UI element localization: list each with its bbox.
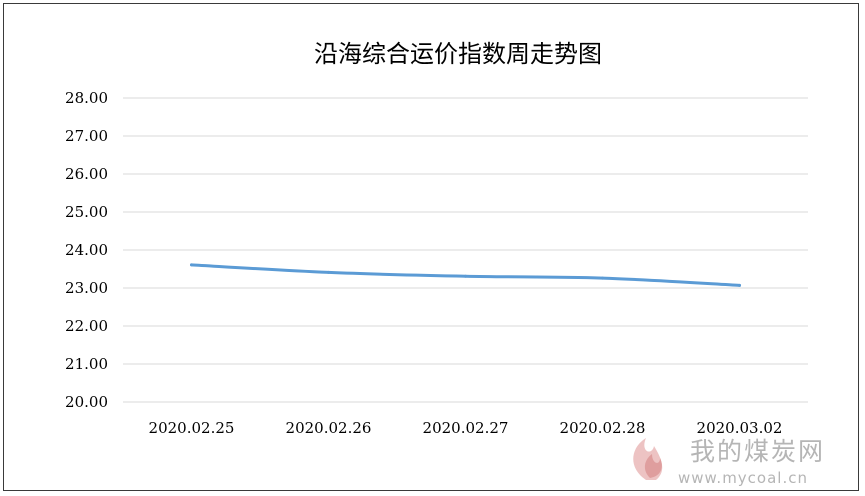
data-point <box>738 283 741 287</box>
y-tick-label: 24.00 <box>65 241 108 259</box>
series-group <box>190 263 741 287</box>
x-tick-label: 2020.02.27 <box>423 419 509 437</box>
y-tick-label: 22.00 <box>65 317 108 335</box>
y-tick-label: 21.00 <box>65 355 108 373</box>
flame-icon <box>633 438 663 480</box>
x-tick-label: 2020.03.02 <box>697 419 783 437</box>
x-tick-label: 2020.02.25 <box>149 419 235 437</box>
x-tick-label: 2020.02.28 <box>560 419 646 437</box>
data-point <box>327 270 330 274</box>
data-point <box>601 276 604 280</box>
data-point <box>464 274 467 278</box>
data-point <box>190 263 193 267</box>
chart-title: 沿海综合运价指数周走势图 <box>314 40 602 68</box>
chart-frame <box>3 3 859 491</box>
y-axis-ticks: 20.00 21.00 22.00 23.00 24.00 25.00 26.00 27.00… <box>65 89 108 411</box>
watermark-main-text: 我的煤炭网 <box>690 437 825 466</box>
y-tick-label: 26.00 <box>65 165 108 183</box>
watermark-url: www.mycoal.cn <box>678 469 808 487</box>
gridlines <box>123 97 808 403</box>
y-tick-label: 23.00 <box>65 279 108 297</box>
y-tick-label: 20.00 <box>65 393 108 411</box>
watermark-logo: 我的煤炭网 www.mycoal.cn <box>633 437 825 487</box>
x-axis-ticks: 2020.02.25 2020.02.26 2020.02.27 2020.02.28… <box>149 419 783 437</box>
y-tick-label: 27.00 <box>65 127 108 145</box>
y-tick-label: 28.00 <box>65 89 108 107</box>
y-tick-label: 25.00 <box>65 203 108 221</box>
x-tick-label: 2020.02.26 <box>286 419 372 437</box>
